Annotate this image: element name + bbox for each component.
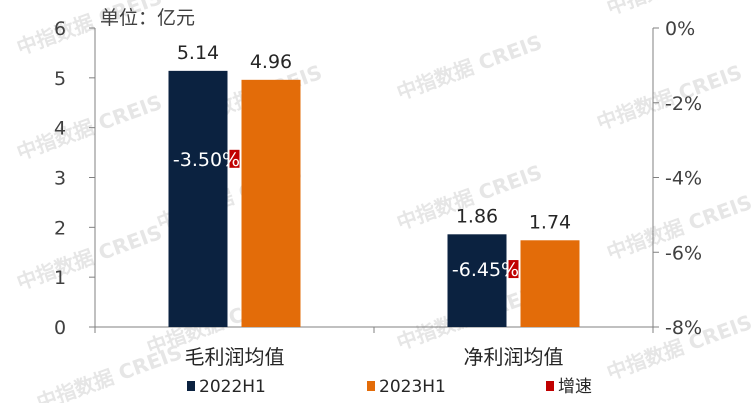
- left-tick-label: 6: [54, 18, 66, 40]
- right-tick-label: -2%: [665, 93, 702, 115]
- bar-2023H1-1: [520, 240, 580, 327]
- bar-2023H1-0: [241, 79, 301, 328]
- bar-2022H1-0: [168, 70, 228, 328]
- left-tick-label: 1: [54, 267, 66, 289]
- left-tick-label: 0: [54, 317, 66, 339]
- legend-swatch-1: [367, 381, 375, 391]
- bar-2022H1-1: [447, 234, 507, 327]
- value-label: 1.86: [456, 205, 498, 227]
- watermark-layer: 中指数据 CREIS 中指数据 CREIS 中指数据 CREIS 中指数据 CREIS…: [14, 0, 751, 407]
- value-label: 1.74: [529, 211, 571, 233]
- legend-swatch-2: [546, 381, 554, 391]
- legend: 2022H1 2023H1 增速: [187, 377, 592, 397]
- left-tick-label: 4: [54, 118, 66, 140]
- right-tick-label: -6%: [665, 242, 702, 264]
- bars: [168, 70, 580, 328]
- value-label: 4.96: [250, 51, 292, 73]
- axes: 0 1 2 3 4 5 6 0% -2% -4% -6% -8% 单位：亿元: [54, 7, 702, 339]
- watermark-13: 中指数据 CREIS: [34, 340, 186, 403]
- left-tick-label: 5: [54, 68, 66, 90]
- left-tick-label: 3: [54, 168, 66, 190]
- legend-label-2: 增速: [558, 377, 592, 397]
- growth-label: -3.50%: [173, 149, 240, 171]
- unit-label: 单位：亿元: [100, 7, 195, 29]
- right-tick-label: -4%: [665, 168, 702, 190]
- growth-label: -6.45%: [452, 259, 519, 281]
- right-tick-label: -8%: [665, 317, 702, 339]
- category-label: 净利润均值: [464, 345, 564, 369]
- legend-swatch-0: [187, 381, 195, 391]
- legend-label-1: 2023H1: [379, 377, 446, 397]
- watermark-9: 中指数据 CREIS: [14, 220, 166, 295]
- watermark-2: 中指数据 CREIS: [394, 30, 546, 105]
- category-label: 毛利润均值: [185, 345, 285, 369]
- watermark-3: 中指数据 CREIS: [604, 0, 751, 20]
- right-tick-label: 0%: [665, 18, 695, 40]
- value-label: 5.14: [177, 42, 219, 64]
- growth-marker-0: [229, 149, 240, 168]
- growth-marker-1: [508, 260, 519, 279]
- labels: 5.14 4.96 -3.50% 毛利润均值 1.86 1.74 -6.45% 净利润均值: [173, 42, 571, 369]
- left-tick-label: 2: [54, 217, 66, 239]
- legend-label-0: 2022H1: [199, 377, 266, 397]
